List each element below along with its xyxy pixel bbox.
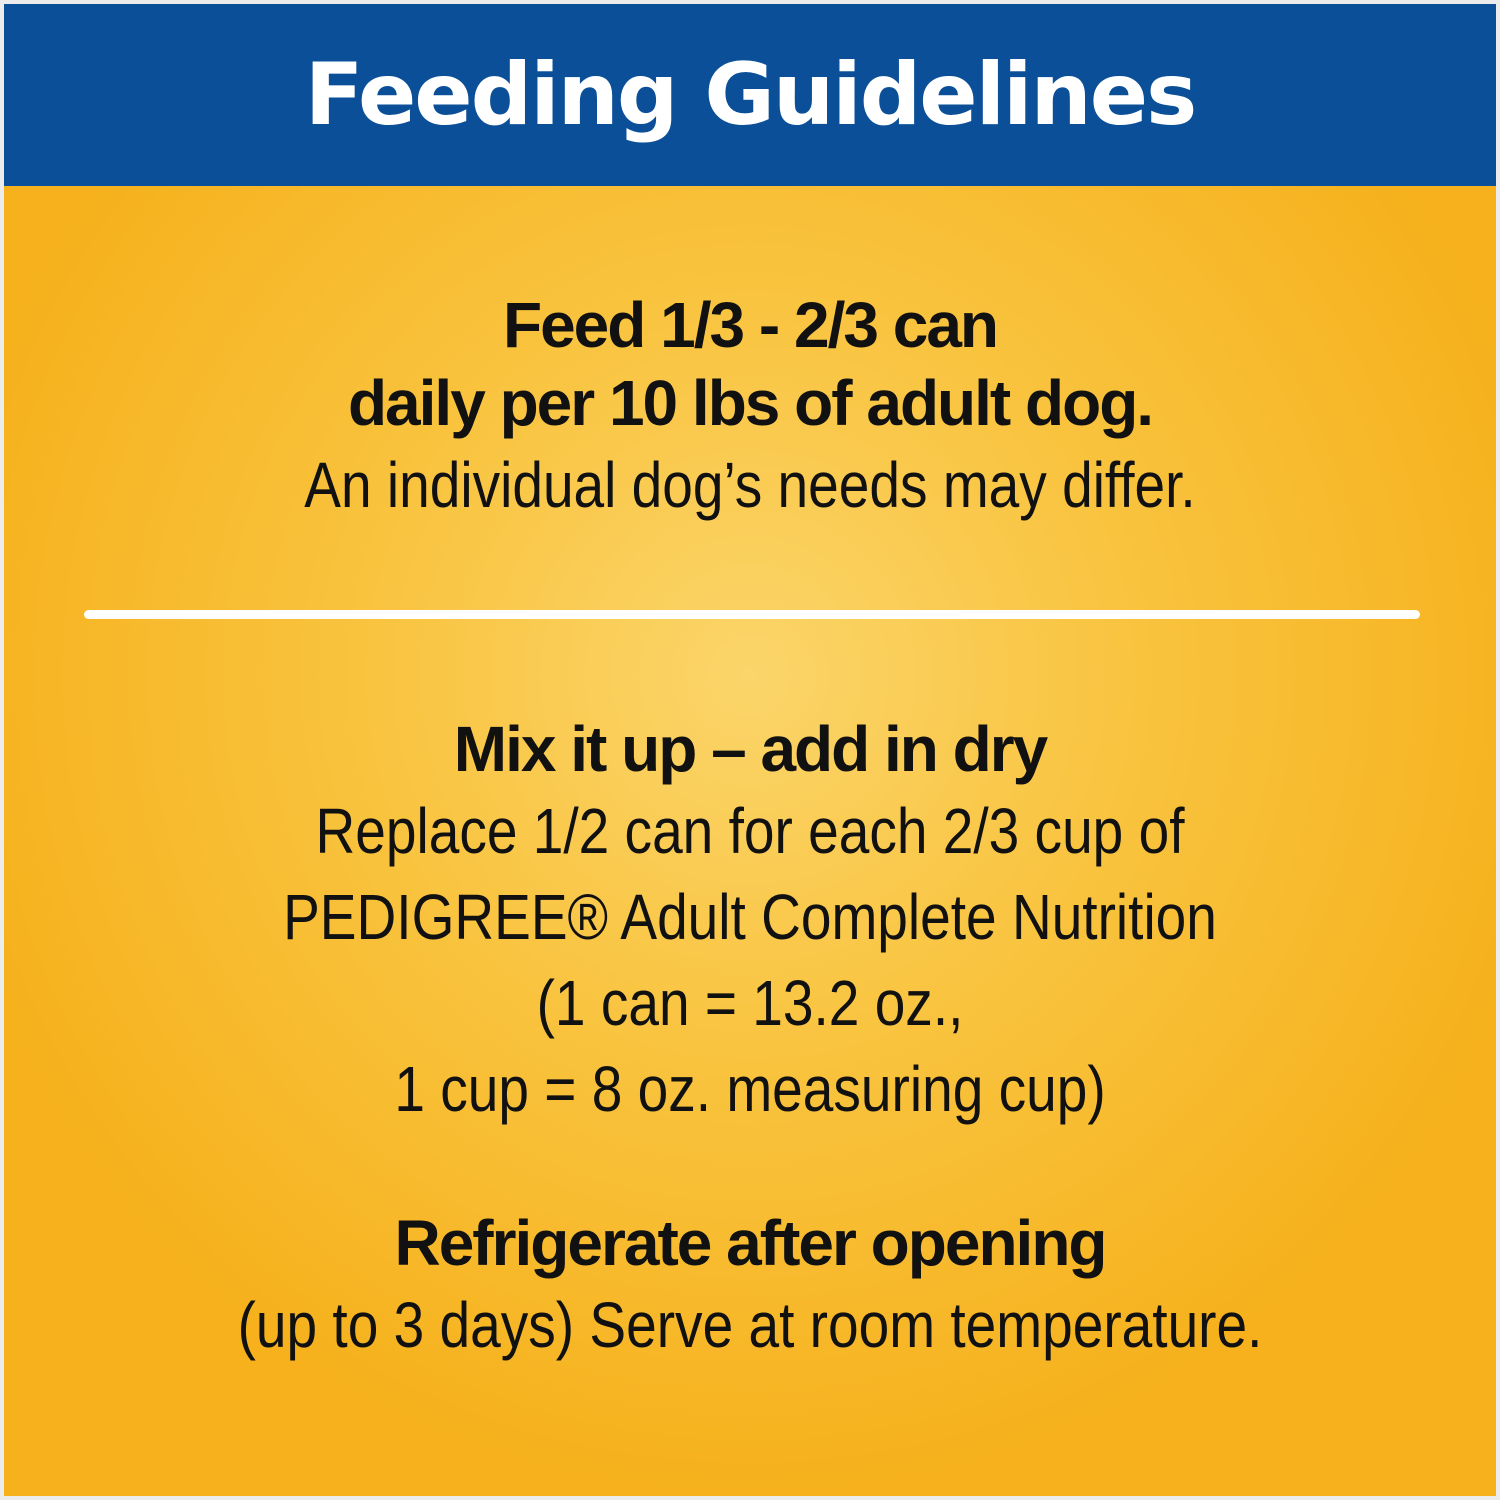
page-title: Feeding Guidelines xyxy=(304,45,1198,145)
mix-line: Replace 1/2 can for each 2/3 cup of xyxy=(315,795,1185,867)
mix-heading: Mix it up – add in dry xyxy=(453,713,1049,785)
storage-section: Refrigerate after opening (up to 3 days)… xyxy=(4,1204,1496,1368)
mix-section: Mix it up – add in dry Replace 1/2 can f… xyxy=(4,710,1496,1132)
storage-heading: Refrigerate after opening xyxy=(394,1207,1107,1279)
section-divider xyxy=(84,610,1420,619)
storage-note: (up to 3 days) Serve at room temperature… xyxy=(237,1289,1263,1361)
mix-line: (1 can = 13.2 oz., xyxy=(536,967,964,1039)
header-banner: Feeding Guidelines xyxy=(4,4,1496,186)
mix-line: PEDIGREE® Adult Complete Nutrition xyxy=(283,881,1217,953)
feeding-amount-section: Feed 1/3 - 2/3 can daily per 10 lbs of a… xyxy=(4,286,1496,528)
feeding-amount-line1: Feed 1/3 - 2/3 can xyxy=(502,289,999,361)
feeding-amount-line2: daily per 10 lbs of adult dog. xyxy=(347,367,1154,439)
feeding-guidelines-panel: Feeding Guidelines Feed 1/3 - 2/3 can da… xyxy=(4,4,1496,1496)
mix-line: 1 cup = 8 oz. measuring cup) xyxy=(394,1053,1106,1125)
feeding-note: An individual dog’s needs may differ. xyxy=(304,449,1196,521)
